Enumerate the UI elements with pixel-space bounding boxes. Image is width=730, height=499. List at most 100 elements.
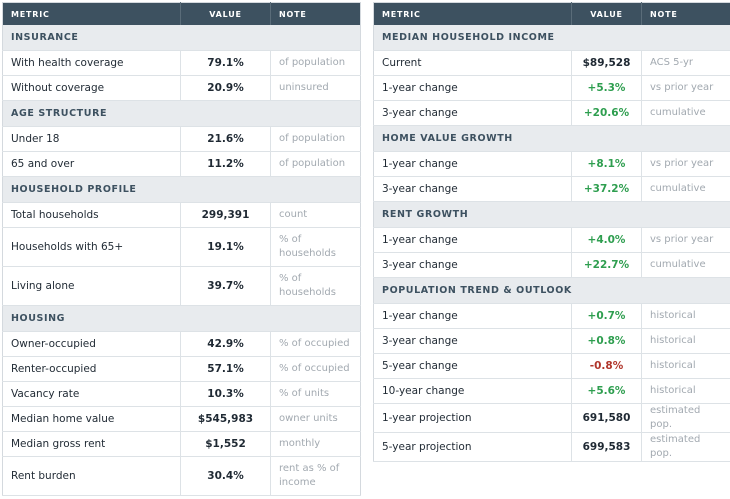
metric-column-header: Metric (2, 2, 181, 25)
metric-value: $1,552 (180, 431, 271, 457)
table-row: 1-year projection 691,580 estimated pop. (373, 403, 730, 433)
table-row: 1-year change +0.7% historical (373, 303, 730, 329)
metric-value: +20.6% (571, 100, 642, 126)
note-column-header: Note (641, 2, 730, 25)
metric-label: Under 18 (2, 126, 181, 152)
metric-label: Households with 65+ (2, 227, 181, 267)
metric-value: 10.3% (180, 381, 271, 407)
section-header-home-value-growth: Home Value Growth (373, 125, 730, 152)
metric-value: 11.2% (180, 151, 271, 177)
section-header-median-household-income: Median Household Income (373, 25, 730, 51)
metric-label: Owner-occupied (2, 331, 181, 357)
section-header-insurance: Insurance (2, 25, 361, 51)
metric-note: estimated pop. (641, 432, 730, 462)
metric-label: Living alone (2, 266, 181, 306)
table-row: Total households 299,391 count (2, 202, 361, 228)
metric-note: ACS 5-yr (641, 50, 730, 76)
metric-note: count (270, 202, 361, 228)
section-title: Household Profile (2, 176, 361, 203)
metric-value: 30.4% (180, 456, 271, 496)
metric-value: +22.7% (571, 252, 642, 278)
section-title: Population Trend & Outlook (373, 277, 730, 304)
section-title: Median Household Income (373, 25, 730, 51)
value-column-header: Value (180, 2, 271, 25)
table-row: Rent burden 30.4% rent as % of income (2, 456, 361, 496)
table-row: 3-year change +0.8% historical (373, 328, 730, 354)
table-row: 3-year change +37.2% cumulative (373, 176, 730, 202)
table-row: 3-year change +20.6% cumulative (373, 100, 730, 126)
table-row: 1-year change +5.3% vs prior year (373, 75, 730, 101)
metric-note: vs prior year (641, 227, 730, 253)
left-header-row: Metric Value Note (2, 2, 361, 25)
section-title: Rent Growth (373, 201, 730, 228)
metric-note: estimated pop. (641, 403, 730, 433)
metric-value: 20.9% (180, 75, 271, 101)
metric-value: +0.8% (571, 328, 642, 354)
table-row: 1-year change +8.1% vs prior year (373, 151, 730, 177)
table-row: 5-year change -0.8% historical (373, 353, 730, 379)
metric-value: 21.6% (180, 126, 271, 152)
metric-note: cumulative (641, 252, 730, 278)
metric-label: 5-year change (373, 353, 572, 379)
metric-value: +0.7% (571, 303, 642, 329)
metric-note: cumulative (641, 100, 730, 126)
right-header-row: Metric Value Note (373, 2, 730, 25)
metric-note: owner units (270, 406, 361, 432)
table-row: 65 and over 11.2% of population (2, 151, 361, 177)
metric-note: historical (641, 328, 730, 354)
metric-label: 10-year change (373, 378, 572, 404)
metric-label: 3-year change (373, 176, 572, 202)
section-title: Home Value Growth (373, 125, 730, 152)
metric-note: % of units (270, 381, 361, 407)
metric-note: uninsured (270, 75, 361, 101)
metric-value: 691,580 (571, 403, 642, 433)
metric-label: Vacancy rate (2, 381, 181, 407)
value-column-header: Value (571, 2, 642, 25)
metric-label: 1-year change (373, 151, 572, 177)
metric-label: 65 and over (2, 151, 181, 177)
metric-label: 5-year projection (373, 432, 572, 462)
metric-value: +8.1% (571, 151, 642, 177)
metric-note: % of occupied (270, 356, 361, 382)
section-title: Housing (2, 305, 361, 332)
metric-label: Total households (2, 202, 181, 228)
table-row: Renter-occupied 57.1%% of occupied (2, 356, 361, 382)
metric-label: 1-year projection (373, 403, 572, 433)
metric-value: 19.1% (180, 227, 271, 267)
metric-label: 3-year change (373, 328, 572, 354)
table-row: With health coverage 79.1% of population (2, 50, 361, 76)
metric-note: % of occupied (270, 331, 361, 357)
metric-value: 57.1% (180, 356, 271, 382)
note-column-header: Note (270, 2, 361, 25)
metric-label: Rent burden (2, 456, 181, 496)
table-row: 3-year change +22.7% cumulative (373, 252, 730, 278)
metric-value: +37.2% (571, 176, 642, 202)
left-table-body: Insurance With health coverage 79.1% of pop… (2, 25, 361, 496)
metric-label: 3-year change (373, 252, 572, 278)
right-table-body: Median Household Income Current $89,528 ACS… (373, 25, 730, 462)
metric-value: $545,983 (180, 406, 271, 432)
table-row: 10-year change +5.6% historical (373, 378, 730, 404)
metric-value: -0.8% (571, 353, 642, 379)
metric-note: of population (270, 50, 361, 76)
metric-value: 699,583 (571, 432, 642, 462)
metric-label: 1-year change (373, 75, 572, 101)
metric-label: 1-year change (373, 227, 572, 253)
metric-note: of population (270, 151, 361, 177)
section-header-household-profile: Household Profile (2, 176, 361, 203)
metric-label: Renter-occupied (2, 356, 181, 382)
metric-note: % of households (270, 227, 361, 267)
right-metrics-table: Metric Value Note Median Household Incom… (373, 2, 730, 462)
metric-value: 42.9% (180, 331, 271, 357)
table-row: Vacancy rate 10.3%% of units (2, 381, 361, 407)
table-row: 5-year projection 699,583 estimated pop. (373, 432, 730, 462)
table-row: Households with 65+ 19.1%% of households (2, 227, 361, 267)
table-row: Median home value $545,983 owner units (2, 406, 361, 432)
metric-value: +4.0% (571, 227, 642, 253)
metric-note: historical (641, 378, 730, 404)
metric-label: 1-year change (373, 303, 572, 329)
section-header-housing: Housing (2, 305, 361, 332)
metric-note: historical (641, 303, 730, 329)
metric-value: $89,528 (571, 50, 642, 76)
table-row: Living alone 39.7%% of households (2, 266, 361, 306)
